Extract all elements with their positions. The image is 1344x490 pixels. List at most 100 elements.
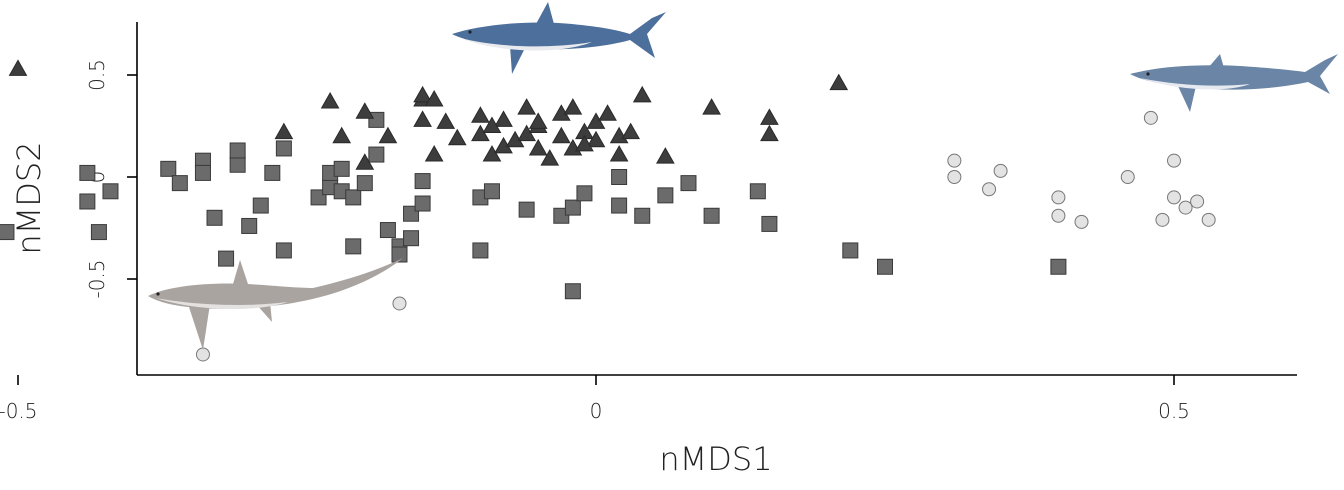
triangle-point	[656, 147, 675, 164]
triangle-point	[517, 98, 536, 115]
square-point	[160, 160, 177, 177]
square-point	[391, 246, 408, 263]
triangle-point	[320, 92, 340, 109]
x-tick-label: 0	[590, 399, 603, 423]
square-point	[877, 258, 893, 275]
circle-point	[982, 182, 997, 197]
data-points	[0, 59, 1216, 362]
square-point	[218, 250, 235, 267]
triangle-point	[447, 128, 467, 146]
square-point	[611, 169, 628, 185]
y-tick-label: -0.5	[85, 259, 109, 298]
circle-point	[1155, 212, 1170, 227]
triangle-point	[471, 124, 490, 142]
x-tick-label: -0.5	[0, 399, 38, 423]
circle-point	[1051, 208, 1066, 223]
triangle-point	[517, 124, 536, 142]
triangle-point	[528, 138, 548, 156]
square-point	[483, 183, 500, 200]
circle-point	[1167, 153, 1181, 168]
circle-point	[1143, 110, 1158, 125]
square-point	[403, 230, 420, 247]
square-point	[564, 283, 581, 300]
triangle-point	[575, 134, 594, 152]
square-point	[657, 187, 674, 204]
circle-point	[195, 347, 210, 362]
x-tick-label: 0.5	[1158, 399, 1190, 423]
circle-point	[947, 170, 962, 184]
square-point	[206, 209, 223, 226]
square-point	[79, 164, 96, 181]
triangle-point	[632, 85, 652, 103]
circle-point	[1190, 194, 1205, 209]
square-point	[680, 175, 697, 192]
square-point	[368, 146, 385, 163]
circle-point	[1167, 190, 1181, 205]
circle-point	[392, 296, 407, 311]
square-point	[472, 242, 489, 259]
square-point	[576, 185, 593, 202]
triangle-point	[702, 98, 721, 115]
y-axis-title: nMDS2	[10, 141, 48, 254]
square-point	[414, 173, 431, 190]
circle-point	[1201, 212, 1216, 227]
thresher-shark-icon	[148, 258, 403, 350]
square-point	[1050, 258, 1067, 275]
triangle-point	[494, 110, 513, 127]
triangle-point	[563, 98, 583, 115]
triangle-point	[424, 89, 444, 107]
triangle-point	[760, 108, 779, 125]
square-point	[611, 197, 628, 214]
square-point	[0, 224, 15, 241]
triangle-point	[540, 149, 560, 166]
circle-point	[1051, 190, 1066, 205]
square-point	[749, 183, 766, 200]
circle-point	[1074, 214, 1089, 229]
square-point	[356, 175, 373, 192]
square-point	[171, 175, 188, 192]
circle-point	[947, 153, 962, 168]
triangle-point	[609, 145, 629, 162]
triangle-point	[551, 126, 571, 144]
square-point	[345, 189, 362, 206]
x-axis-ticks: -0.500.51.0	[0, 375, 1190, 423]
blue-shark-icon	[452, 2, 666, 74]
triangle-point	[482, 145, 502, 162]
square-point	[102, 183, 119, 200]
triangle-point	[378, 126, 398, 144]
square-point	[275, 140, 292, 157]
square-point	[79, 193, 96, 210]
square-point	[703, 207, 720, 224]
triangle-point	[436, 112, 456, 129]
triangle-point	[413, 110, 432, 127]
triangle-point	[528, 112, 548, 129]
triangle-point	[332, 126, 352, 144]
square-point	[414, 195, 431, 212]
triangle-point	[355, 102, 375, 119]
square-point	[345, 238, 362, 255]
square-point	[194, 164, 211, 181]
triangle-point	[424, 145, 444, 162]
triangle-point	[760, 124, 779, 142]
square-point	[761, 215, 778, 232]
triangle-point	[621, 122, 641, 140]
y-tick-label: 0.5	[85, 59, 109, 91]
square-point	[518, 201, 535, 218]
circle-point	[1178, 200, 1193, 215]
square-point	[90, 224, 107, 241]
square-point	[564, 199, 581, 216]
triangle-point	[413, 85, 432, 103]
mako-shark-icon	[1130, 54, 1338, 112]
square-point	[333, 160, 350, 177]
square-point	[842, 242, 859, 259]
circle-point	[1120, 170, 1135, 184]
square-point	[241, 217, 258, 234]
triangle-point	[355, 153, 375, 170]
triangle-point	[586, 112, 606, 129]
square-point	[379, 222, 396, 239]
x-axis-title: nMDS1	[659, 440, 772, 478]
triangle-point	[829, 73, 849, 91]
square-point	[252, 197, 269, 214]
triangle-point	[8, 59, 28, 76]
